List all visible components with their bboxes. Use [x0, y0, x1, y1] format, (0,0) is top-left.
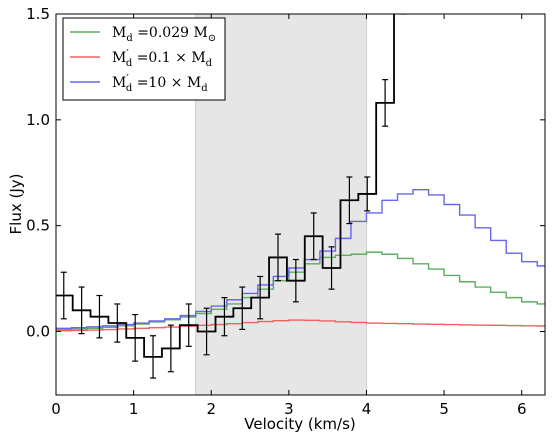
x-tick-label: 0 [51, 400, 61, 418]
legend-label: M′ d =10 × Md [112, 72, 208, 94]
y-tick-label: 0.5 [26, 217, 50, 235]
legend-label: M′ d =0.1 × Md [112, 47, 213, 69]
y-tick-label: 1.5 [26, 5, 50, 23]
x-tick-label: 6 [517, 400, 527, 418]
x-tick-label: 4 [362, 400, 372, 418]
y-tick-label: 0.0 [26, 323, 50, 341]
y-axis-label: Flux (Jy) [7, 174, 25, 235]
x-axis-label: Velocity (km/s) [244, 415, 355, 433]
x-tick-label: 2 [206, 400, 216, 418]
y-tick-label: 1.0 [26, 111, 50, 129]
x-tick-label: 5 [439, 400, 449, 418]
x-tick-label: 1 [129, 400, 139, 418]
legend: Md =0.029 M⊙M′ d =0.1 × MdM′ d =10 × Md [63, 18, 225, 100]
observed-error-bar [400, 0, 406, 14]
